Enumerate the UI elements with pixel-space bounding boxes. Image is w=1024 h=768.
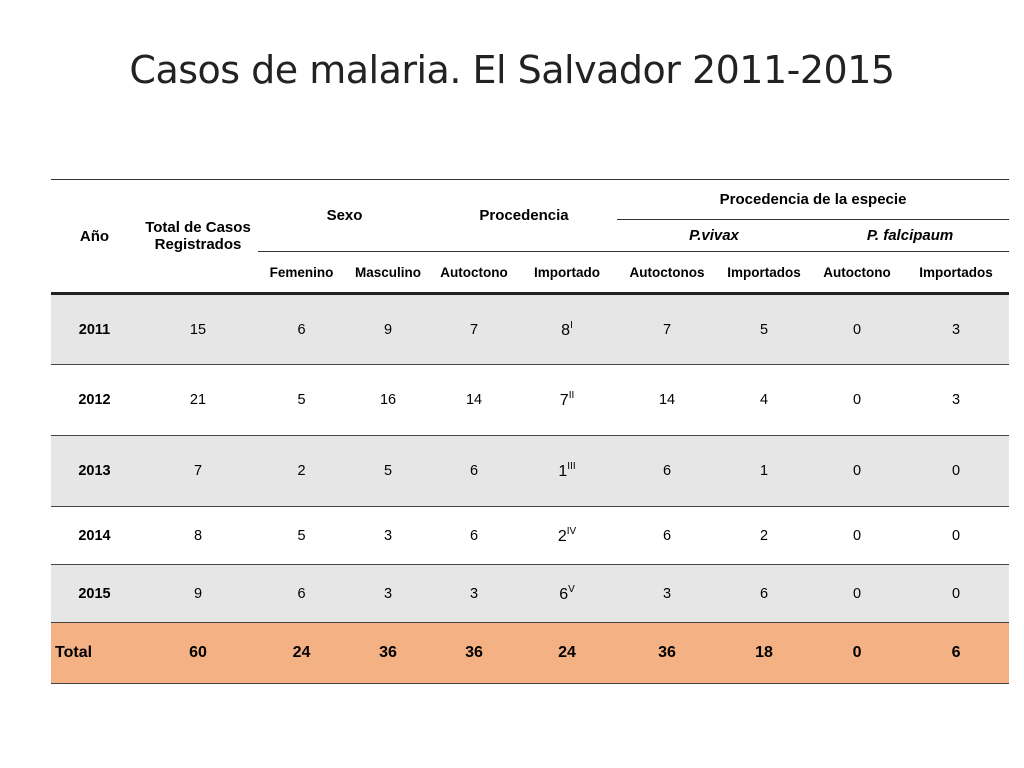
header-year: Año xyxy=(51,179,138,295)
total-label: Total xyxy=(51,622,138,684)
total-cases: 60 xyxy=(138,622,258,684)
importado-value: 1 xyxy=(558,463,568,480)
header-importado: Importado xyxy=(517,251,618,295)
cell-vivax-autoctonos: 6 xyxy=(617,435,718,507)
cell-falc-autoctono: 0 xyxy=(811,364,904,436)
footnote-marker: IV xyxy=(566,525,577,537)
table-row: 2012 21 5 16 14 7II 14 4 0 3 xyxy=(51,364,1010,436)
cell-total: 15 xyxy=(138,293,258,365)
cell-vivax-importados: 5 xyxy=(717,293,812,365)
cell-year: 2015 xyxy=(51,564,138,623)
cell-autoctono: 3 xyxy=(431,564,518,623)
cell-masculino: 5 xyxy=(345,435,432,507)
header-procedencia: Procedencia xyxy=(431,179,618,252)
header-vivax-importados: Importados xyxy=(717,251,812,295)
cell-masculino: 3 xyxy=(345,506,432,565)
header-vivax: P.vivax xyxy=(617,219,812,252)
cell-importado: 2IV xyxy=(517,506,618,565)
header-falcipaum: P. falcipaum xyxy=(811,219,1010,252)
cell-autoctono: 6 xyxy=(431,435,518,507)
total-importado: 24 xyxy=(517,622,618,684)
cell-falc-autoctono: 0 xyxy=(811,564,904,623)
cell-importado: 8I xyxy=(517,293,618,365)
cell-year: 2014 xyxy=(51,506,138,565)
cell-masculino: 16 xyxy=(345,364,432,436)
footnote-marker: V xyxy=(568,583,575,595)
total-row: Total 60 24 36 36 24 36 18 0 6 xyxy=(51,622,1010,684)
header-sexo: Sexo xyxy=(258,179,432,252)
importado-value: 7 xyxy=(559,392,569,409)
total-vivax-autoctonos: 36 xyxy=(617,622,718,684)
cell-falc-importados: 3 xyxy=(903,293,1010,365)
cell-autoctono: 7 xyxy=(431,293,518,365)
cell-masculino: 9 xyxy=(345,293,432,365)
cell-masculino: 3 xyxy=(345,564,432,623)
cell-year: 2013 xyxy=(51,435,138,507)
footnote-marker: III xyxy=(567,461,576,472)
cell-year: 2011 xyxy=(51,293,138,365)
table-row: 2015 9 6 3 3 6V 3 6 0 0 xyxy=(51,564,1010,623)
footnote-marker: I xyxy=(570,319,573,331)
header-autoctono: Autoctono xyxy=(431,251,518,295)
header-total: Total de Casos Registrados xyxy=(138,179,258,295)
cell-falc-autoctono: 0 xyxy=(811,435,904,507)
footnote-marker: II xyxy=(568,390,575,401)
header-especie: Procedencia de la especie xyxy=(617,179,1010,220)
cell-femenino: 5 xyxy=(258,506,345,565)
total-falc-autoctono: 0 xyxy=(811,622,904,684)
cell-falc-importados: 0 xyxy=(903,564,1010,623)
cell-importado: 1III xyxy=(517,435,618,507)
cell-autoctono: 6 xyxy=(431,506,518,565)
cell-vivax-importados: 4 xyxy=(717,364,812,436)
header-vivax-autoctonos: Autoctonos xyxy=(617,251,718,295)
malaria-cases-table: Año Total de Casos Registrados Sexo Proc… xyxy=(51,179,1010,684)
cell-importado: 7II xyxy=(517,364,618,436)
cell-falc-autoctono: 0 xyxy=(811,293,904,365)
table-row: 2011 15 6 9 7 8I 7 5 0 3 xyxy=(51,293,1010,365)
total-femenino: 24 xyxy=(258,622,345,684)
cell-femenino: 6 xyxy=(258,293,345,365)
total-autoctono: 36 xyxy=(431,622,518,684)
cell-vivax-autoctonos: 6 xyxy=(617,506,718,565)
cell-falc-autoctono: 0 xyxy=(811,506,904,565)
cell-falc-importados: 3 xyxy=(903,364,1010,436)
cell-vivax-importados: 6 xyxy=(717,564,812,623)
total-falc-importados: 6 xyxy=(903,622,1010,684)
cell-femenino: 6 xyxy=(258,564,345,623)
cell-femenino: 5 xyxy=(258,364,345,436)
header-falc-autoctono: Autoctono xyxy=(811,251,904,295)
cell-vivax-autoctonos: 3 xyxy=(617,564,718,623)
cell-vivax-importados: 1 xyxy=(717,435,812,507)
total-vivax-importados: 18 xyxy=(717,622,812,684)
slide-title: Casos de malaria. El Salvador 2011-2015 xyxy=(129,48,895,92)
table-row: 2013 7 2 5 6 1III 6 1 0 0 xyxy=(51,435,1010,507)
cell-total: 7 xyxy=(138,435,258,507)
cell-vivax-importados: 2 xyxy=(717,506,812,565)
total-masculino: 36 xyxy=(345,622,432,684)
cell-falc-importados: 0 xyxy=(903,435,1010,507)
cell-total: 9 xyxy=(138,564,258,623)
cell-total: 21 xyxy=(138,364,258,436)
cell-total: 8 xyxy=(138,506,258,565)
cell-importado: 6V xyxy=(517,564,618,623)
header-masculino: Masculino xyxy=(345,251,432,295)
cell-falc-importados: 0 xyxy=(903,506,1010,565)
cell-autoctono: 14 xyxy=(431,364,518,436)
header-falc-importados: Importados xyxy=(903,251,1010,295)
cell-vivax-autoctonos: 7 xyxy=(617,293,718,365)
header-femenino: Femenino xyxy=(258,251,345,295)
table-row: 2014 8 5 3 6 2IV 6 2 0 0 xyxy=(51,506,1010,565)
cell-year: 2012 xyxy=(51,364,138,436)
importado-value: 8 xyxy=(561,321,571,339)
importado-value: 6 xyxy=(559,585,569,603)
cell-vivax-autoctonos: 14 xyxy=(617,364,718,436)
cell-femenino: 2 xyxy=(258,435,345,507)
importado-value: 2 xyxy=(557,527,567,545)
